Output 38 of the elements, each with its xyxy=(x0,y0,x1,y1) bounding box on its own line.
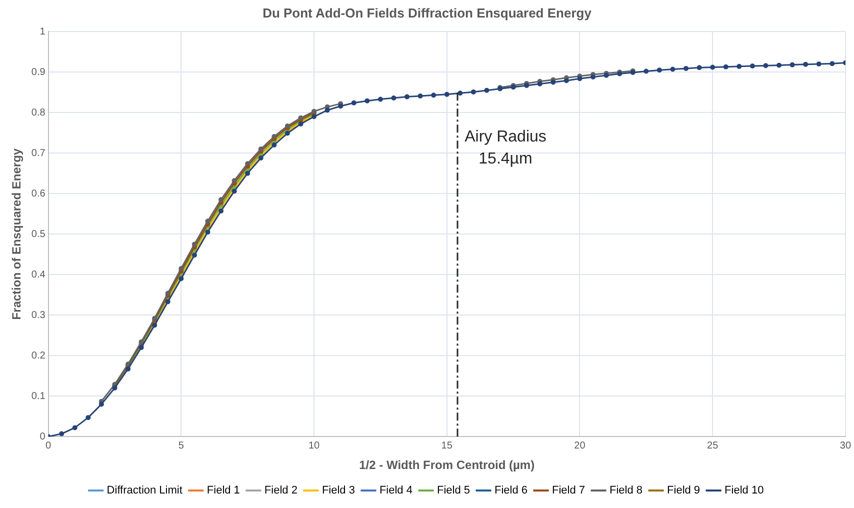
y-tick-label: 0.3 xyxy=(31,310,46,321)
legend-label: Field 8 xyxy=(610,484,643,497)
x-axis-title: 1/2 - Width From Centroid (µm) xyxy=(359,458,535,472)
legend-label: Field 9 xyxy=(667,484,700,497)
legend-label: Diffraction Limit xyxy=(106,484,182,497)
legend-label: Field 2 xyxy=(264,484,298,497)
y-tick-label: 0.7 xyxy=(31,148,46,159)
y-tick-label: 1 xyxy=(40,26,46,38)
point xyxy=(232,178,237,184)
x-tick-label: 5 xyxy=(178,440,184,452)
chart-title: Du Pont Add-On Fields Diffraction Ensquared Energy xyxy=(262,5,592,20)
point xyxy=(205,218,210,224)
legend-label: Field 3 xyxy=(322,484,355,497)
point xyxy=(245,161,250,166)
legend-label: Field 4 xyxy=(379,484,412,497)
legend-label: Field 10 xyxy=(724,484,764,497)
legend-label: Field 6 xyxy=(494,484,528,497)
legend-label: Field 7 xyxy=(552,484,586,497)
x-tick-label: 10 xyxy=(308,440,320,452)
ref-line-label: Airy Radius 15.4µm xyxy=(464,128,546,168)
y-tick-label: 0.5 xyxy=(31,228,46,240)
y-tick-label: 0 xyxy=(40,431,46,442)
point xyxy=(218,197,224,202)
y-axis-title: Fraction of Ensquared Energy xyxy=(10,148,24,320)
legend-label: Field 1 xyxy=(206,484,240,497)
x-tick-label: 30 xyxy=(840,440,852,452)
y-tick-label: 0.8 xyxy=(31,107,46,118)
y-tick-label: 0.4 xyxy=(31,269,46,280)
point xyxy=(272,134,277,139)
y-tick-label: 0.2 xyxy=(31,350,46,362)
y-tick-label: 0.9 xyxy=(31,66,46,78)
x-tick-label: 20 xyxy=(574,440,586,452)
y-tick-label: 0.6 xyxy=(31,188,46,200)
x-tick-label: 15 xyxy=(441,440,453,452)
y-tick-label: 0.1 xyxy=(31,390,46,402)
point xyxy=(192,242,197,247)
legend-label: Field 5 xyxy=(436,484,470,497)
x-tick-label: 25 xyxy=(707,440,719,452)
